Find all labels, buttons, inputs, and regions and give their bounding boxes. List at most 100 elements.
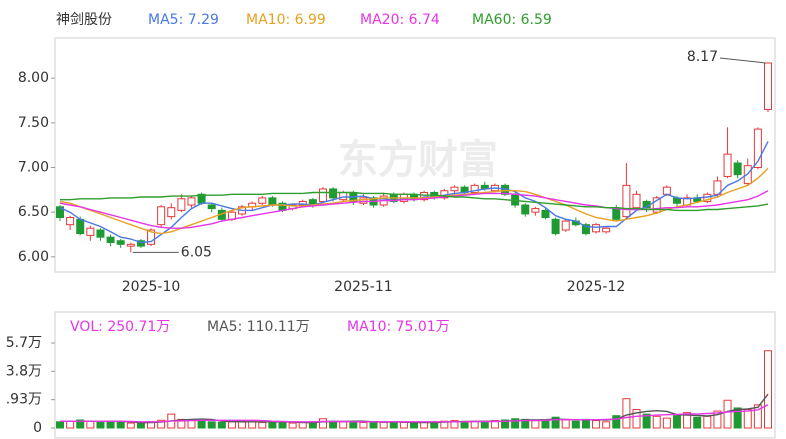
volume-bar [511, 418, 520, 429]
candle-body [116, 240, 125, 245]
candle-body [420, 192, 429, 201]
price-panel [54, 37, 776, 273]
volume-bar [410, 422, 418, 429]
volume-bar [632, 409, 641, 429]
volume-bar [743, 409, 752, 429]
volume-bar [713, 410, 722, 429]
candle-body [157, 206, 166, 226]
candle-body [126, 243, 135, 247]
candle-body [167, 207, 176, 218]
legend-entry: MA20: 6.74 [360, 12, 440, 28]
candle-body [207, 204, 216, 210]
candle-body [764, 62, 772, 110]
x-tick-label: 2025-12 [567, 279, 626, 295]
volume-bar [693, 416, 702, 429]
volume-bar [379, 421, 388, 429]
volume-bar [399, 421, 408, 429]
volume-bar [480, 421, 489, 429]
candle-body [521, 204, 530, 215]
candle-body [632, 193, 641, 209]
volume-bar [207, 421, 216, 429]
volume-bar [197, 420, 206, 429]
candle-body [147, 229, 156, 245]
candle-body [450, 186, 459, 192]
volume-panel [54, 311, 776, 439]
volume-bar [652, 415, 661, 429]
legend-entry: MA10: 75.01万 [347, 319, 450, 335]
candle-body [723, 153, 732, 177]
volume-bar [136, 422, 145, 429]
volume-bar [76, 419, 85, 429]
y-tick-label: 5.7万 [6, 335, 42, 351]
volume-bar [278, 421, 287, 429]
candle-body [622, 184, 631, 218]
candle-body [470, 184, 479, 194]
volume-bar [592, 420, 601, 429]
y-tick-label: .93万 [6, 392, 42, 408]
y-tick-label: 6.50 [18, 204, 49, 220]
volume-bar [56, 421, 64, 429]
candle-body [592, 224, 601, 233]
volume-bar [642, 413, 651, 429]
annotation-label: 8.17 [687, 49, 718, 65]
volume-bar [157, 419, 166, 429]
volume-bar [66, 420, 75, 429]
volume-bar [86, 420, 95, 429]
volume-bar [420, 421, 429, 429]
candle-body [581, 224, 590, 235]
candle-body [268, 197, 277, 206]
volume-bar [501, 419, 510, 429]
candle-body [136, 240, 145, 247]
x-tick-label: 2025-11 [334, 279, 393, 295]
legend-entry: MA5: 7.29 [148, 12, 219, 28]
candle-body [602, 227, 611, 233]
volume-bar [339, 421, 348, 429]
candle-body [753, 128, 762, 169]
volume-bar [126, 422, 135, 429]
volume-bar [116, 421, 125, 429]
volume-bar [531, 420, 540, 429]
volume-bar [227, 421, 236, 429]
x-tick-label: 2025-10 [122, 279, 181, 295]
volume-bar [187, 420, 196, 429]
volume-bar [764, 350, 772, 429]
volume-bar [349, 421, 358, 429]
candle-body [106, 236, 115, 244]
volume-bar [450, 420, 459, 429]
watermark: 东方财富 [338, 137, 498, 183]
candle-body [339, 192, 348, 201]
y-tick-label: 8.00 [18, 70, 49, 86]
volume-bar [460, 421, 469, 429]
volume-bar [672, 415, 681, 429]
volume-bar [571, 420, 580, 429]
candle-body [561, 220, 570, 231]
volume-bar [581, 418, 590, 429]
ma-line [60, 404, 769, 423]
candle-body [177, 198, 186, 211]
volume-bar [106, 421, 115, 429]
volume-bar [561, 419, 570, 429]
volume-bar [541, 419, 550, 429]
candle-body [258, 197, 267, 204]
volume-bar [248, 421, 257, 429]
volume-bar [683, 412, 692, 429]
candle-body [187, 197, 196, 206]
legend-entry: VOL: 250.71万 [70, 319, 170, 335]
y-tick-label: 6.00 [18, 249, 49, 265]
candle-body [96, 229, 105, 238]
candle-body [652, 197, 661, 213]
ma-line [60, 191, 769, 212]
legend-entry: MA60: 6.59 [472, 12, 552, 28]
volume-bar [318, 418, 327, 429]
volume-bar [217, 421, 226, 429]
annotation-arrow [719, 57, 767, 64]
candle-body [733, 162, 742, 176]
y-tick-label: 7.50 [18, 115, 49, 131]
volume-bar [369, 421, 378, 429]
y-tick-label: 7.00 [18, 160, 49, 176]
candle-body [76, 218, 85, 235]
candle-body [551, 218, 560, 235]
y-tick-label: 3.8万 [6, 363, 42, 379]
volume-bar [662, 417, 671, 429]
